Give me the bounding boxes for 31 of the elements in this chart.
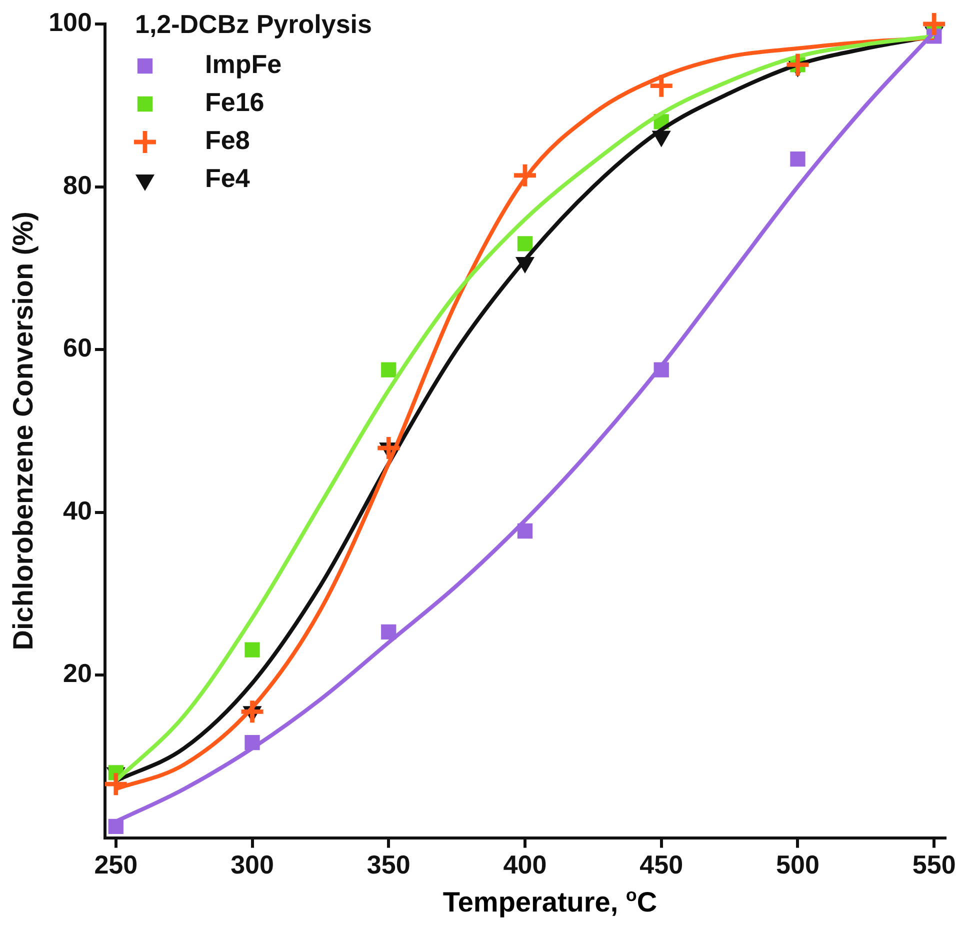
legend-label: Fe4 xyxy=(204,163,250,194)
x-tick-label: 300 xyxy=(230,850,274,880)
point xyxy=(241,700,264,723)
point xyxy=(381,624,396,640)
legend-label: Fe16 xyxy=(204,87,264,118)
y-tick-label: 100 xyxy=(48,7,92,38)
point xyxy=(378,436,400,459)
point xyxy=(514,164,536,186)
x-tick-label: 450 xyxy=(640,850,684,880)
point xyxy=(786,54,809,76)
x-tick-label: 350 xyxy=(366,850,410,880)
x-tick-label: 250 xyxy=(94,850,138,880)
x-tick-label: 550 xyxy=(912,850,956,880)
y-tick-label: 80 xyxy=(63,170,92,200)
y-tick-label: 40 xyxy=(63,495,92,526)
legend-label: Fe8 xyxy=(204,125,250,156)
point xyxy=(517,236,533,252)
x-tick-label: 500 xyxy=(776,850,820,880)
x-tick-label: 400 xyxy=(503,850,547,880)
point xyxy=(790,152,806,167)
point xyxy=(381,362,396,378)
point xyxy=(923,13,946,35)
point xyxy=(244,642,260,658)
x-axis-title: Temperature, $^{o}$C xyxy=(442,885,658,918)
point xyxy=(104,773,127,796)
legend-label: ImpFe xyxy=(204,49,282,80)
point xyxy=(650,74,672,97)
legend-title: 1,2-DCBz Pyrolysis xyxy=(134,9,372,40)
y-tick-label: 20 xyxy=(63,658,92,688)
y-tick-label: 60 xyxy=(63,332,92,363)
y-axis-title: Dichlorobenzene Conversion (%) xyxy=(8,212,39,650)
